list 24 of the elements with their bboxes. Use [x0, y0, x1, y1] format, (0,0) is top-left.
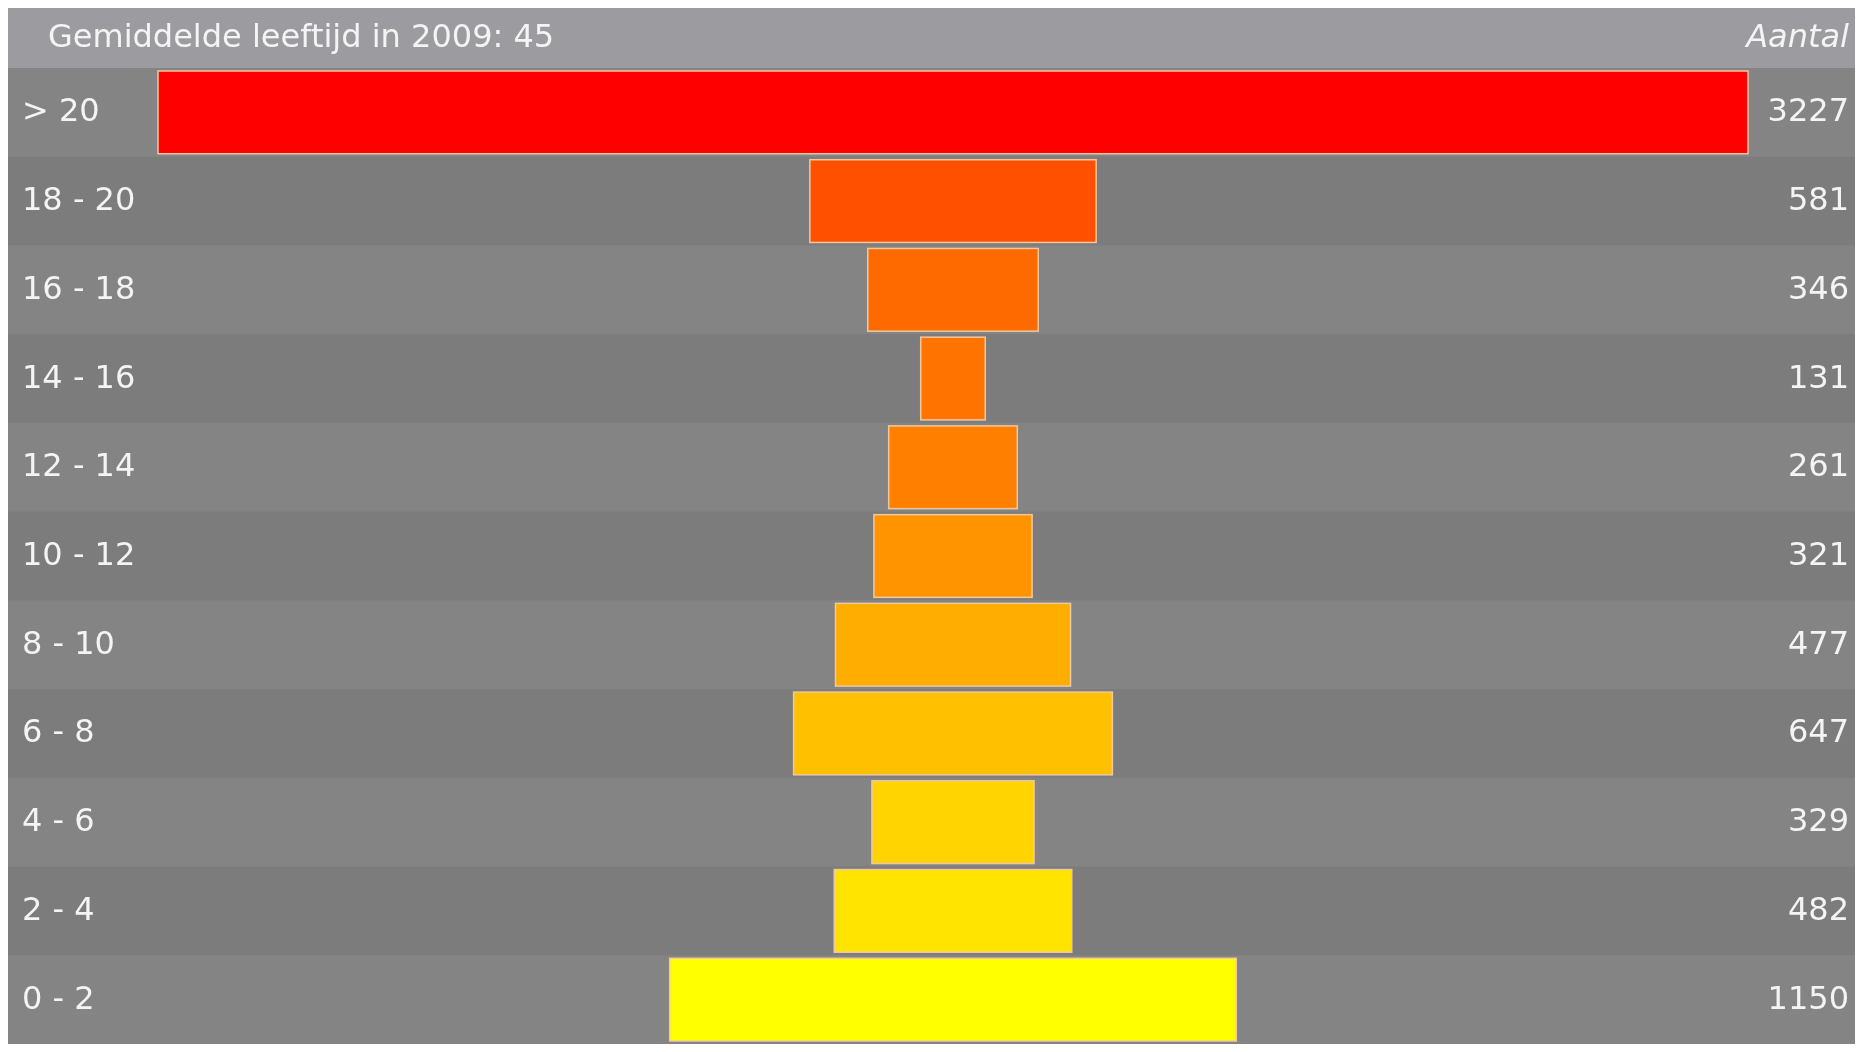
category-label: 12 - 14 — [22, 446, 136, 485]
data-label: 3227 — [1767, 91, 1849, 130]
category-label: 14 - 16 — [22, 357, 136, 396]
data-label: 581 — [1787, 180, 1849, 219]
data-label: 647 — [1787, 712, 1849, 751]
category-label: 8 - 10 — [22, 623, 115, 662]
category-label: 4 - 6 — [22, 801, 95, 840]
data-label: 329 — [1787, 801, 1849, 840]
data-label: 261 — [1787, 446, 1849, 485]
category-label: 2 - 4 — [22, 889, 95, 928]
data-label: 482 — [1787, 889, 1849, 928]
category-label: 16 - 18 — [22, 268, 136, 307]
category-label: 0 - 2 — [22, 978, 95, 1017]
category-label: 18 - 20 — [22, 180, 136, 219]
data-label: 346 — [1787, 268, 1849, 307]
data-label: 1150 — [1767, 978, 1849, 1017]
text: Gemiddelde leeftijd in 2009: 45 — [48, 17, 555, 55]
data-label: 321 — [1787, 535, 1849, 573]
text: Aantal — [1744, 17, 1850, 55]
data-label: 131 — [1787, 357, 1849, 396]
data-label: 477 — [1787, 623, 1849, 662]
category-label: 10 - 12 — [22, 535, 136, 573]
category-label: 6 - 8 — [22, 712, 95, 751]
category-label: > 20 — [22, 91, 100, 130]
